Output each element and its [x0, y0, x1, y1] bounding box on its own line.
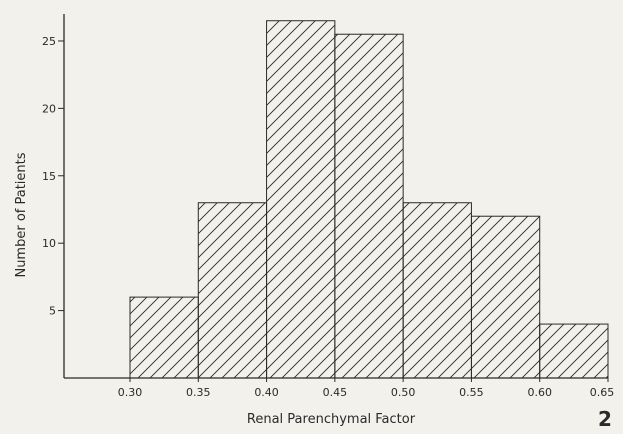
x-tick-label-0-55: 0.55 — [459, 386, 484, 399]
x-axis-label: Renal Parenchymal Factor — [247, 412, 416, 427]
x-tick-label-0-35: 0.35 — [186, 386, 211, 399]
x-tick-label-0-40: 0.40 — [254, 386, 279, 399]
histogram-bar-5 — [402, 202, 472, 379]
histogram-bar-2 — [197, 202, 268, 379]
tick-labels: 5 10 15 20 25 0.30 0.35 0.40 0.45 0.50 0.55 0.60 0.6… — [42, 35, 614, 399]
histogram-bar-4 — [334, 33, 404, 379]
figure-number: 2 — [598, 407, 612, 430]
x-tick-label-0-30: 0.30 — [118, 386, 143, 399]
y-tick-label-5: 5 — [49, 305, 56, 318]
histogram-bar-1 — [129, 296, 199, 379]
y-axis-label: Number of Patients — [14, 152, 29, 277]
y-tick-label-10: 10 — [42, 237, 56, 250]
x-tick-label-0-50: 0.50 — [391, 386, 416, 399]
y-tick-label-25: 25 — [42, 35, 56, 48]
x-tick-label-0-65: 0.65 — [590, 386, 615, 399]
histogram-bars — [129, 20, 609, 379]
x-tick-label-0-45: 0.45 — [323, 386, 348, 399]
x-tick-label-0-60: 0.60 — [527, 386, 552, 399]
histogram-bar-3 — [266, 20, 336, 379]
histogram-bar-7 — [539, 323, 609, 379]
y-tick-label-15: 15 — [42, 170, 56, 183]
y-tick-label-20: 20 — [42, 102, 56, 115]
histogram-bar-6 — [470, 215, 541, 379]
